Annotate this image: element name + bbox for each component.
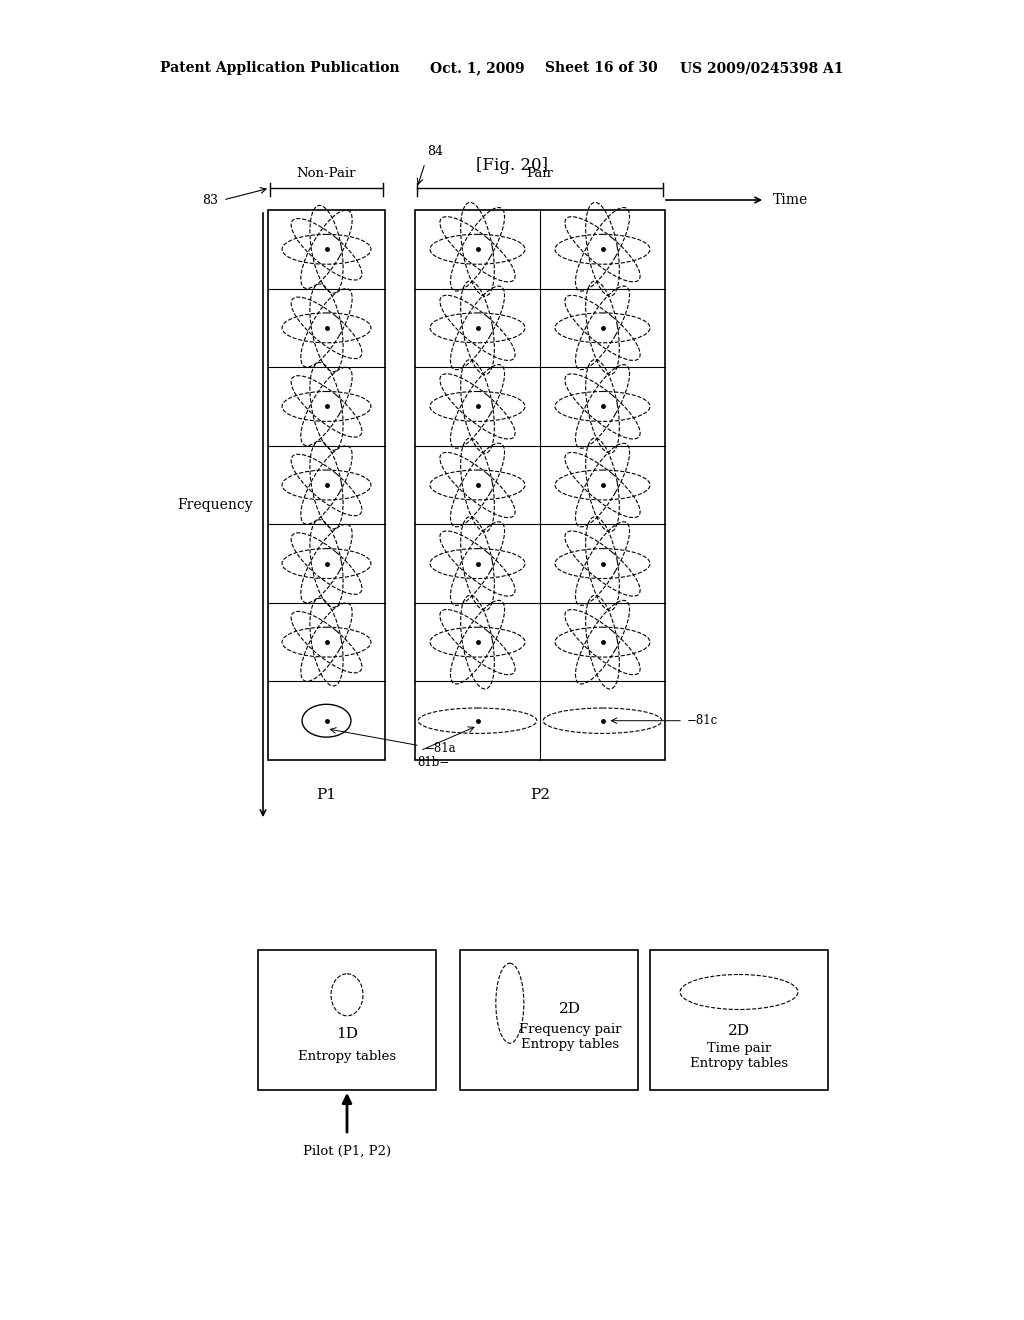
Text: US 2009/0245398 A1: US 2009/0245398 A1 xyxy=(680,61,844,75)
Text: Pair: Pair xyxy=(526,168,553,180)
Text: Frequency pair
Entropy tables: Frequency pair Entropy tables xyxy=(519,1023,622,1051)
Text: Non-Pair: Non-Pair xyxy=(297,168,356,180)
Text: 1D: 1D xyxy=(336,1027,358,1041)
Text: 2D: 2D xyxy=(559,1002,582,1016)
Bar xyxy=(415,210,665,760)
Text: −81a: −81a xyxy=(425,742,457,755)
Text: 83: 83 xyxy=(202,194,218,206)
Text: Pilot (P1, P2): Pilot (P1, P2) xyxy=(303,1144,391,1158)
Text: Time: Time xyxy=(773,193,808,207)
Text: 81b−: 81b− xyxy=(417,756,450,768)
Bar xyxy=(650,950,828,1090)
Text: Patent Application Publication: Patent Application Publication xyxy=(160,61,399,75)
Text: 2D: 2D xyxy=(728,1024,750,1039)
Text: P2: P2 xyxy=(530,788,550,803)
Bar xyxy=(268,210,385,760)
Text: 84: 84 xyxy=(427,145,443,158)
Text: Oct. 1, 2009: Oct. 1, 2009 xyxy=(430,61,524,75)
Text: Time pair
Entropy tables: Time pair Entropy tables xyxy=(690,1043,788,1071)
Text: −81c: −81c xyxy=(687,714,718,727)
Bar xyxy=(258,950,436,1090)
Text: Entropy tables: Entropy tables xyxy=(298,1049,396,1063)
Text: Frequency: Frequency xyxy=(177,498,253,512)
Text: P1: P1 xyxy=(316,788,337,803)
Bar xyxy=(460,950,638,1090)
Text: Sheet 16 of 30: Sheet 16 of 30 xyxy=(545,61,657,75)
Text: [Fig. 20]: [Fig. 20] xyxy=(476,157,548,173)
